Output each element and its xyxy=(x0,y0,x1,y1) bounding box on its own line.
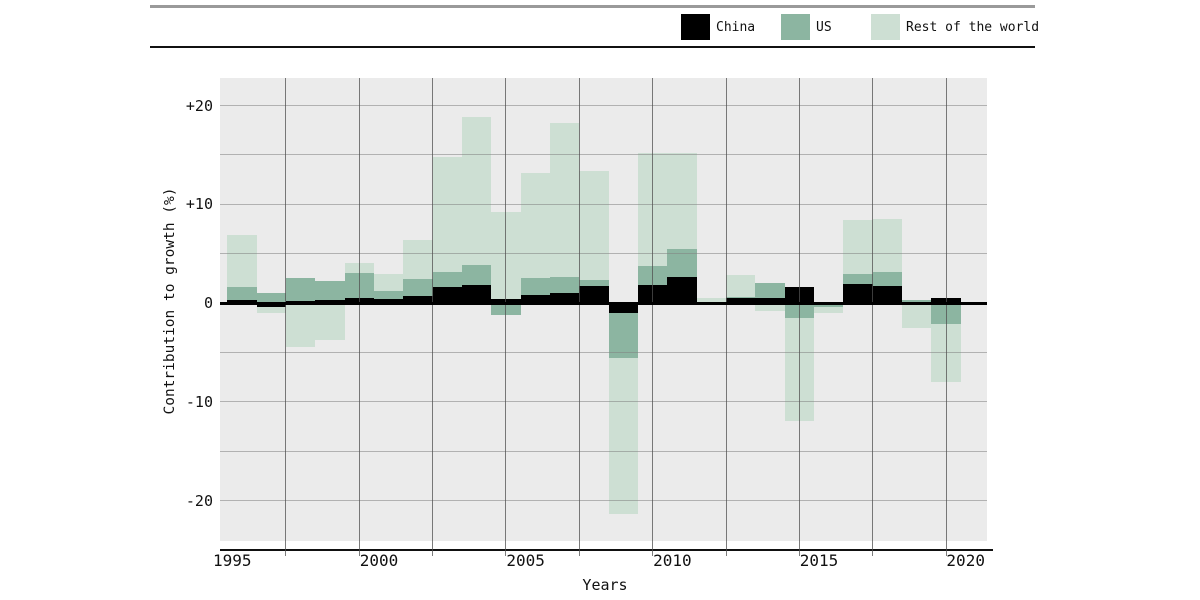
bar-segment-us-2015 xyxy=(814,303,844,307)
v-gridline xyxy=(652,78,654,556)
h-gridline xyxy=(220,105,987,106)
bar-segment-rest-of-the-world-2006 xyxy=(549,123,580,277)
x-tick-2000: 2000 xyxy=(359,551,399,570)
legend-label-china: China xyxy=(716,20,756,35)
x-tick-2020: 2020 xyxy=(946,551,985,570)
bar-segment-us-2002 xyxy=(432,271,462,288)
bar-segment-rest-of-the-world-2012 xyxy=(726,275,756,298)
header-rule-top xyxy=(150,5,1035,8)
bar-segment-china-1996 xyxy=(256,303,286,307)
bar-segment-rest-of-the-world-2017 xyxy=(872,219,903,273)
bar-segment-rest-of-the-world-2008 xyxy=(608,358,638,515)
bar-segment-rest-of-the-world-1996 xyxy=(256,306,286,313)
x-tick-2005: 2005 xyxy=(506,551,545,570)
h-gridline xyxy=(220,203,987,205)
v-gridline xyxy=(285,78,287,556)
bar-segment-rest-of-the-world-2007 xyxy=(579,171,609,280)
legend-label-us: US xyxy=(816,20,832,35)
v-gridline xyxy=(798,78,800,556)
v-gridline xyxy=(872,78,874,556)
bar-segment-china-2008 xyxy=(608,303,638,314)
x-axis-spine xyxy=(220,549,993,551)
y-tick--10: -10 xyxy=(185,392,213,411)
bar-segment-us-2000 xyxy=(373,291,404,299)
bar-segment-rest-of-the-world-2011 xyxy=(696,297,726,302)
bar-segment-china-2012 xyxy=(726,298,756,303)
v-gridline xyxy=(505,78,507,556)
y-tick--20: -20 xyxy=(185,491,213,510)
x-axis-label: Years xyxy=(582,576,628,594)
bar-segment-china-2000 xyxy=(373,298,404,303)
bar-segment-rest-of-the-world-2005 xyxy=(520,172,550,279)
bar-segment-china-2016 xyxy=(843,284,873,303)
bar-segment-rest-of-the-world-1995 xyxy=(227,234,257,287)
h-gridline xyxy=(220,401,987,403)
bar-segment-china-2002 xyxy=(432,287,462,303)
h-gridline xyxy=(220,450,987,452)
bar-segment-us-2012 xyxy=(726,297,756,299)
v-gridline xyxy=(358,78,360,556)
bar-segment-us-2005 xyxy=(520,278,550,296)
legend-label-rest: Rest of the world xyxy=(906,20,1040,35)
bar-segment-china-2013 xyxy=(755,298,785,303)
v-gridline xyxy=(725,78,727,556)
bar-segment-us-1997 xyxy=(285,277,316,302)
h-gridline xyxy=(220,351,987,353)
bar-segment-us-1998 xyxy=(315,281,345,301)
bar-segment-rest-of-the-world-2001 xyxy=(403,239,433,279)
bar-segment-china-2005 xyxy=(520,295,550,303)
plot-area xyxy=(220,78,987,556)
bar-segment-us-2003 xyxy=(461,264,492,286)
bar-segment-rest-of-the-world-2013 xyxy=(755,303,785,312)
bar-segment-rest-of-the-world-1997 xyxy=(285,303,316,348)
bar-segment-rest-of-the-world-2016 xyxy=(843,220,873,275)
bar-segment-china-2006 xyxy=(549,293,580,303)
bar-segment-us-2007 xyxy=(579,279,609,287)
us-swatch-icon xyxy=(781,14,810,40)
v-gridline xyxy=(945,78,947,556)
bar-segment-us-1995 xyxy=(227,286,257,301)
h-gridline xyxy=(220,253,987,255)
rest-swatch-icon xyxy=(871,14,900,40)
bar-segment-us-2013 xyxy=(755,283,785,299)
zero-baseline xyxy=(220,301,987,305)
bar-segment-china-2010 xyxy=(667,276,697,303)
bar-segment-china-2017 xyxy=(872,285,903,303)
bar-segment-us-2008 xyxy=(608,313,638,359)
china-swatch-icon xyxy=(681,14,710,40)
bar-segment-china-2001 xyxy=(403,295,433,303)
header-rule-bottom xyxy=(150,46,1035,48)
bar-segment-rest-of-the-world-2003 xyxy=(461,116,492,265)
bar-segment-china-2003 xyxy=(461,285,492,303)
bar-segment-us-1996 xyxy=(256,293,286,303)
y-tick-0: 0 xyxy=(203,294,213,312)
bar-segment-rest-of-the-world-2018 xyxy=(902,303,932,328)
bar-segment-china-2007 xyxy=(579,286,609,303)
bar-segment-rest-of-the-world-2002 xyxy=(432,156,462,272)
bar-segment-rest-of-the-world-2000 xyxy=(373,274,404,292)
x-tick-2010: 2010 xyxy=(653,551,692,570)
v-gridline xyxy=(578,78,580,556)
bar-segment-rest-of-the-world-1998 xyxy=(315,303,345,340)
x-tick-1995: 1995 xyxy=(213,551,252,570)
bar-segment-rest-of-the-world-2015 xyxy=(814,306,844,314)
h-gridline xyxy=(220,154,987,156)
bar-segment-us-2001 xyxy=(403,278,433,296)
bar-segment-us-2006 xyxy=(549,276,580,294)
h-gridline xyxy=(220,500,987,501)
x-tick-2015: 2015 xyxy=(799,551,839,570)
bar-segment-rest-of-the-world-2010 xyxy=(667,152,697,250)
bar-segment-us-2017 xyxy=(872,272,903,286)
bar-segment-us-2018 xyxy=(902,299,932,303)
y-tick-+20: +20 xyxy=(185,96,213,115)
y-tick-+10: +10 xyxy=(185,195,213,214)
bar-segment-us-2016 xyxy=(843,274,873,285)
v-gridline xyxy=(432,78,434,556)
